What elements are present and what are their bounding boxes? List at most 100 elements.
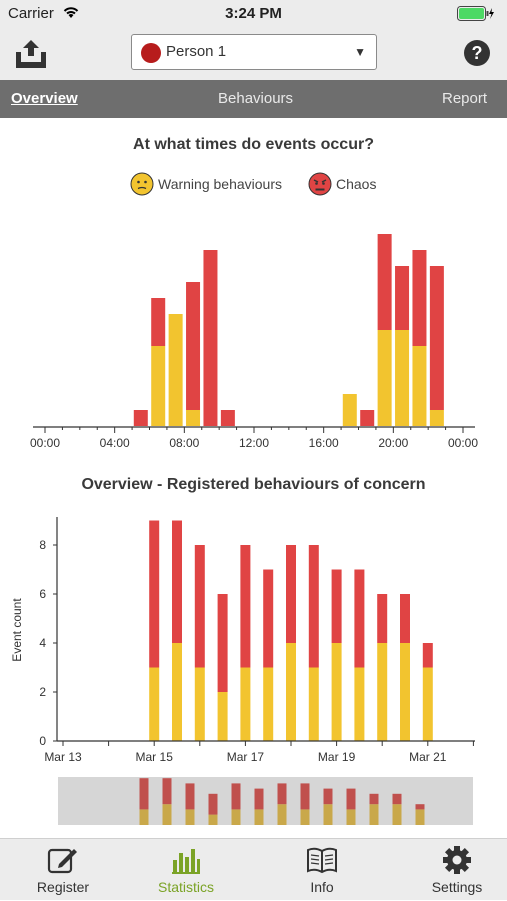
x-tick-label: Mar 13 [44, 750, 82, 764]
nav-bar-warning-12 [415, 809, 425, 825]
bar-warning-2 [194, 667, 205, 741]
wifi-icon [63, 7, 79, 18]
nav-bar-warning-7 [300, 809, 310, 825]
bar-chart-icon [172, 849, 200, 874]
legend-warning-label: Warning behaviours [158, 176, 282, 192]
nav-bar-warning-10 [369, 804, 379, 825]
bar-warning-10 [412, 346, 427, 426]
bar-chaos-5 [220, 410, 235, 426]
bar-warning-11 [429, 410, 444, 426]
nav-bar-chaos-8 [323, 788, 333, 805]
bar-warning-1 [151, 346, 166, 426]
bar-warning-5 [263, 667, 274, 741]
bar-chaos-1 [151, 298, 166, 346]
y-tick-label: 2 [39, 685, 46, 699]
bottom-tab-statistics[interactable]: Statistics [123, 839, 249, 901]
bar-warning-3 [186, 410, 201, 426]
daily-overview-chart: 0 2 4 6 8 Event count Mar 13 Mar 15 Mar 17 Mar 19… [10, 517, 475, 764]
bar-warning-9 [354, 667, 365, 741]
bottom-tab-info[interactable]: Info [259, 839, 385, 901]
navigator-background [58, 777, 473, 825]
y-axis-label: Event count [10, 598, 24, 662]
bar-warning-11 [400, 643, 410, 741]
bar-warning-7 [308, 667, 319, 741]
tab-behaviours[interactable]: Behaviours [218, 90, 294, 107]
bar-chaos-11 [400, 594, 410, 643]
dropdown-caret-icon: ▼ [354, 45, 366, 59]
nav-bar-chaos-5 [254, 788, 264, 810]
nav-bar-warning-6 [277, 804, 287, 825]
angry-face-icon [308, 172, 332, 196]
bottom-tab-info-label: Info [310, 879, 334, 895]
bar-warning-10 [377, 643, 388, 741]
upload-icon[interactable] [14, 38, 48, 70]
bar-warning-3 [217, 692, 228, 741]
person-select[interactable]: Person 1 ▼ [131, 34, 377, 70]
x-tick-label: Mar 15 [136, 750, 174, 764]
bar-warning-12 [422, 667, 433, 741]
nav-bar-chaos-9 [346, 788, 356, 810]
status-bar: Carrier 3:24 PM [0, 0, 507, 28]
bar-chaos-9 [354, 569, 365, 668]
y-tick-label: 8 [39, 538, 46, 552]
bar-chaos-4 [240, 545, 251, 668]
bar-warning-8 [331, 643, 342, 741]
bar-chaos-9 [395, 266, 410, 330]
bar-chaos-3 [186, 282, 201, 410]
bar-chaos-11 [429, 266, 444, 410]
nav-bar: Person 1 ▼ ? [0, 28, 507, 80]
tab-overview[interactable]: Overview [11, 90, 78, 107]
book-icon [307, 847, 337, 874]
bar-warning-6 [342, 394, 357, 426]
person-select-value: Person 1 [166, 43, 227, 60]
bar-chaos-10 [412, 250, 427, 346]
nav-bar-warning-1 [162, 804, 172, 825]
nav-bar-chaos-6 [277, 783, 287, 805]
nav-bar-warning-8 [323, 804, 333, 825]
bottom-tab-bar: Register Statistics Info [0, 838, 507, 900]
neutral-face-icon [130, 172, 154, 196]
nav-bar-chaos-4 [231, 783, 241, 810]
legend-chaos-label: Chaos [336, 176, 377, 192]
svg-text:?: ? [472, 43, 483, 63]
bar-chaos-5 [263, 569, 274, 668]
bar-chaos-0 [149, 520, 160, 668]
bar-warning-8 [377, 330, 392, 426]
x-tick-label: 20:00 [378, 436, 408, 450]
nav-bar-chaos-1 [162, 778, 172, 805]
gear-icon [443, 846, 471, 874]
nav-bar-chaos-10 [369, 793, 379, 805]
bar-warning-1 [172, 643, 182, 741]
x-tick-label: 00:00 [30, 436, 60, 450]
y-tick-label: 0 [39, 734, 46, 748]
chart-navigator[interactable] [0, 775, 507, 827]
x-tick-label: Mar 17 [227, 750, 265, 764]
bar-warning-4 [240, 667, 251, 741]
bottom-tab-register[interactable]: Register [0, 839, 126, 901]
clock-label: 3:24 PM [225, 5, 282, 22]
bar-chaos-7 [308, 545, 319, 668]
bar-warning-9 [395, 330, 410, 426]
nav-bar-chaos-7 [300, 783, 310, 810]
x-tick-label: 16:00 [309, 436, 339, 450]
nav-bar-warning-2 [185, 809, 195, 825]
nav-bar-warning-11 [392, 804, 402, 825]
pencil-note-icon [47, 848, 77, 874]
nav-bar-chaos-12 [415, 804, 425, 810]
tab-report[interactable]: Report [442, 90, 488, 107]
bottom-tab-settings-label: Settings [431, 879, 483, 895]
bottom-tab-settings[interactable]: Settings [394, 839, 507, 901]
x-tick-label: Mar 19 [318, 750, 356, 764]
battery-icon [457, 6, 494, 21]
bar-chaos-2 [194, 545, 205, 668]
bar-warning-0 [149, 667, 160, 741]
bar-chaos-6 [286, 545, 296, 643]
x-tick-label: 12:00 [239, 436, 269, 450]
chart-legend: Warning behaviours Chaos [0, 172, 507, 198]
y-tick-label: 4 [39, 636, 46, 650]
nav-bar-chaos-2 [185, 783, 195, 810]
help-icon[interactable]: ? [463, 39, 491, 67]
nav-bar-chaos-0 [139, 778, 149, 810]
bar-chaos-12 [422, 643, 433, 668]
chart-title-overview: Overview - Registered behaviours of conc… [81, 476, 426, 493]
